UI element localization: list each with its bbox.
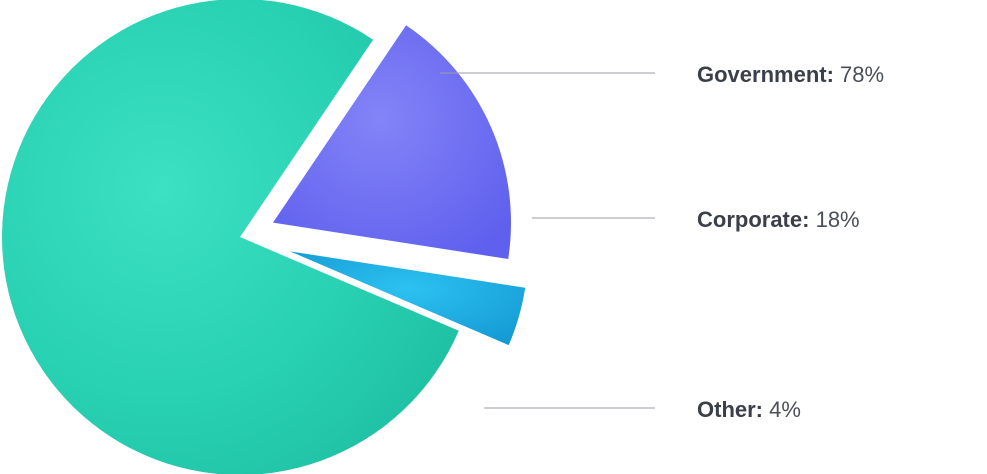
legend-other: Other: 4%: [697, 399, 801, 421]
pie-slice-other: [289, 251, 526, 346]
legend-corporate-value: 18%: [815, 207, 860, 232]
legend-other-value: 4%: [769, 397, 801, 422]
pie-slice-government: [2, 0, 459, 474]
legend-government-label: Government:: [697, 62, 834, 87]
legend-government: Government: 78%: [697, 64, 884, 86]
legend-corporate-label: Corporate:: [697, 207, 810, 232]
legend-corporate: Corporate: 18%: [697, 209, 860, 231]
pie-slice-corporate: [272, 25, 511, 259]
legend-other-label: Other:: [697, 397, 763, 422]
legend-government-value: 78%: [840, 62, 885, 87]
